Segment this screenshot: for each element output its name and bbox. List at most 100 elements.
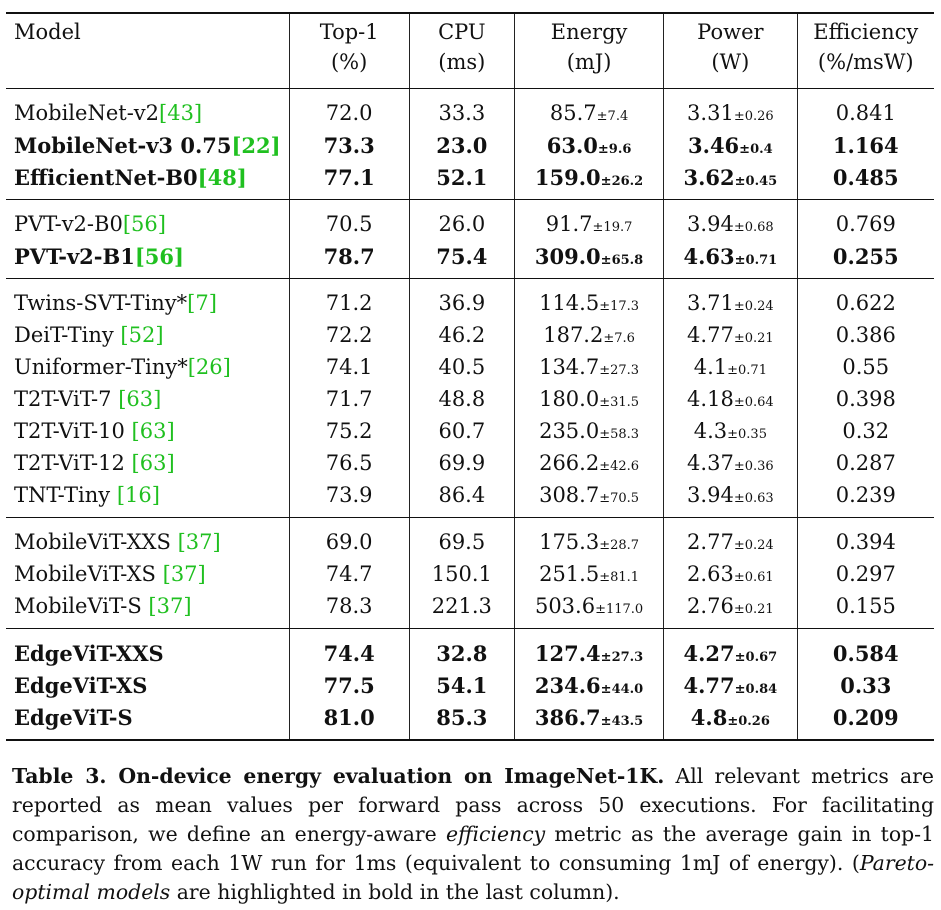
column-header-name: CPU <box>438 20 486 44</box>
table-row: T2T-ViT-7 [63] 71.7 48.8 180.0±31.5 4.18±0.6… <box>6 383 934 415</box>
cpu-cell: 85.3 <box>408 701 515 741</box>
power-value: 3.46 <box>688 132 740 158</box>
power-std: ±0.84 <box>734 681 778 697</box>
column-header: Model <box>6 12 290 89</box>
energy-std: ±31.5 <box>599 394 640 410</box>
model-name: MobileNet-v2 <box>14 100 160 125</box>
caption-emphasis: Pareto-optimal models <box>12 851 934 904</box>
efficiency-cell: 0.33 <box>796 669 934 701</box>
energy-cell: 180.0±31.5 <box>513 383 664 415</box>
cpu-cell: 46.2 <box>408 319 515 351</box>
results-table: Model Top-1 (%) CPU (ms) Energy (mJ) Power (W) Ef… <box>6 12 934 741</box>
energy-cell: 175.3±28.7 <box>513 517 664 558</box>
energy-std: ±27.3 <box>599 362 640 378</box>
power-std: ±0.24 <box>733 537 774 553</box>
model-group: EdgeViT-XXS 74.4 32.8 127.4±27.3 4.27±0.67 0.… <box>6 628 934 741</box>
energy-std: ±70.5 <box>599 490 640 506</box>
model-name: PVT-v2-B0 <box>14 211 123 236</box>
power-cell: 4.27±0.67 <box>663 628 798 669</box>
power-value: 4.77 <box>687 322 734 347</box>
energy-std: ±43.5 <box>600 713 644 729</box>
citation-ref: [7] <box>187 290 217 315</box>
table-row: Twins-SVT-Tiny*[7] 71.2 36.9 114.5±17.3 3.71… <box>6 278 934 320</box>
top1-cell: 78.3 <box>288 590 410 629</box>
column-header: CPU (ms) <box>408 12 515 89</box>
column-header: Power (W) <box>663 12 798 89</box>
cpu-cell: 48.8 <box>408 383 515 415</box>
power-value: 3.94 <box>687 482 734 507</box>
table-row: Uniformer-Tiny*[26] 74.1 40.5 134.7±27.3 4.1… <box>6 351 934 383</box>
power-value: 4.77 <box>683 672 735 698</box>
table-row: MobileNet-v3 0.75[22] 73.3 23.0 63.0±9.6 3.4… <box>6 129 934 161</box>
energy-cell: 266.2±42.6 <box>513 447 664 479</box>
power-std: ±0.71 <box>734 252 778 268</box>
table-row: EdgeViT-XS 77.5 54.1 234.6±44.0 4.77±0.84 0.3… <box>6 669 934 701</box>
energy-cell: 235.0±58.3 <box>513 415 664 447</box>
table-row: MobileNet-v2[43] 72.0 33.3 85.7±7.4 3.31±0.2… <box>6 88 934 129</box>
column-header-name: Efficiency <box>813 20 919 44</box>
top1-cell: 74.4 <box>288 628 410 669</box>
cpu-cell: 86.4 <box>408 479 515 518</box>
cpu-cell: 75.4 <box>408 240 515 279</box>
table-header: Model Top-1 (%) CPU (ms) Energy (mJ) Power (W) Ef… <box>6 12 934 89</box>
top1-cell: 72.0 <box>288 88 410 129</box>
cpu-cell: 150.1 <box>408 558 515 590</box>
efficiency-cell: 0.769 <box>796 199 934 240</box>
citation-ref: [56] <box>134 243 184 269</box>
top1-cell: 73.9 <box>288 479 410 518</box>
header-row: Model Top-1 (%) CPU (ms) Energy (mJ) Power (W) Ef… <box>6 12 934 89</box>
energy-std: ±42.6 <box>599 458 640 474</box>
energy-cell: 308.7±70.5 <box>513 479 664 518</box>
energy-value: 308.7 <box>539 482 600 507</box>
energy-cell: 386.7±43.5 <box>513 701 664 741</box>
energy-value: 266.2 <box>539 450 600 475</box>
top1-cell: 73.3 <box>288 129 410 161</box>
energy-cell: 309.0±65.8 <box>513 240 664 279</box>
model-name: TNT-Tiny <box>14 482 117 507</box>
power-cell: 3.94±0.68 <box>663 199 798 240</box>
power-cell: 4.77±0.21 <box>663 319 798 351</box>
energy-std: ±28.7 <box>599 537 640 553</box>
model-name-cell: T2T-ViT-10 [63] <box>6 415 289 447</box>
power-value: 4.63 <box>683 243 735 269</box>
model-name-cell: PVT-v2-B1[56] <box>6 240 290 279</box>
power-cell: 2.77±0.24 <box>663 517 798 558</box>
cpu-cell: 52.1 <box>408 161 515 200</box>
column-header-unit: (%/msW) <box>817 49 914 74</box>
energy-value: 187.2 <box>543 322 604 347</box>
model-name-cell: DeiT-Tiny [52] <box>6 319 289 351</box>
energy-cell: 234.6±44.0 <box>513 669 664 701</box>
power-std: ±0.63 <box>733 490 774 506</box>
power-value: 4.8 <box>690 704 728 730</box>
cpu-cell: 40.5 <box>408 351 515 383</box>
model-name-cell: EdgeViT-S <box>6 701 290 741</box>
power-value: 4.1 <box>693 354 728 379</box>
top1-cell: 76.5 <box>288 447 410 479</box>
citation-ref: [48] <box>197 164 247 190</box>
energy-cell: 159.0±26.2 <box>513 161 664 200</box>
model-name-cell: MobileViT-XXS [37] <box>6 518 289 559</box>
table-row: PVT-v2-B1[56] 78.7 75.4 309.0±65.8 4.63±0.71… <box>6 240 934 279</box>
cpu-cell: 23.0 <box>408 129 515 161</box>
model-name: MobileViT-S <box>14 593 149 618</box>
model-name: MobileViT-XS <box>14 561 163 586</box>
efficiency-cell: 0.841 <box>796 88 934 129</box>
model-name: T2T-ViT-7 <box>14 386 119 411</box>
power-std: ±0.24 <box>733 298 774 314</box>
table-row: TNT-Tiny [16] 73.9 86.4 308.7±70.5 3.94±0.63… <box>6 479 934 518</box>
efficiency-cell: 0.584 <box>796 628 934 669</box>
citation-ref: [22] <box>231 132 281 158</box>
top1-cell: 71.7 <box>288 383 410 415</box>
power-cell: 4.77±0.84 <box>663 669 798 701</box>
energy-value: 85.7 <box>549 100 597 125</box>
energy-cell: 134.7±27.3 <box>513 351 664 383</box>
model-name: MobileViT-XXS <box>14 529 178 554</box>
power-value: 3.71 <box>687 290 734 315</box>
efficiency-cell: 0.209 <box>796 701 934 741</box>
model-name: MobileNet-v3 0.75 <box>14 132 232 158</box>
top1-cell: 78.7 <box>288 240 410 279</box>
model-name-cell: Twins-SVT-Tiny*[7] <box>6 279 289 320</box>
energy-std: ±7.6 <box>603 330 635 346</box>
power-value: 2.63 <box>687 561 734 586</box>
